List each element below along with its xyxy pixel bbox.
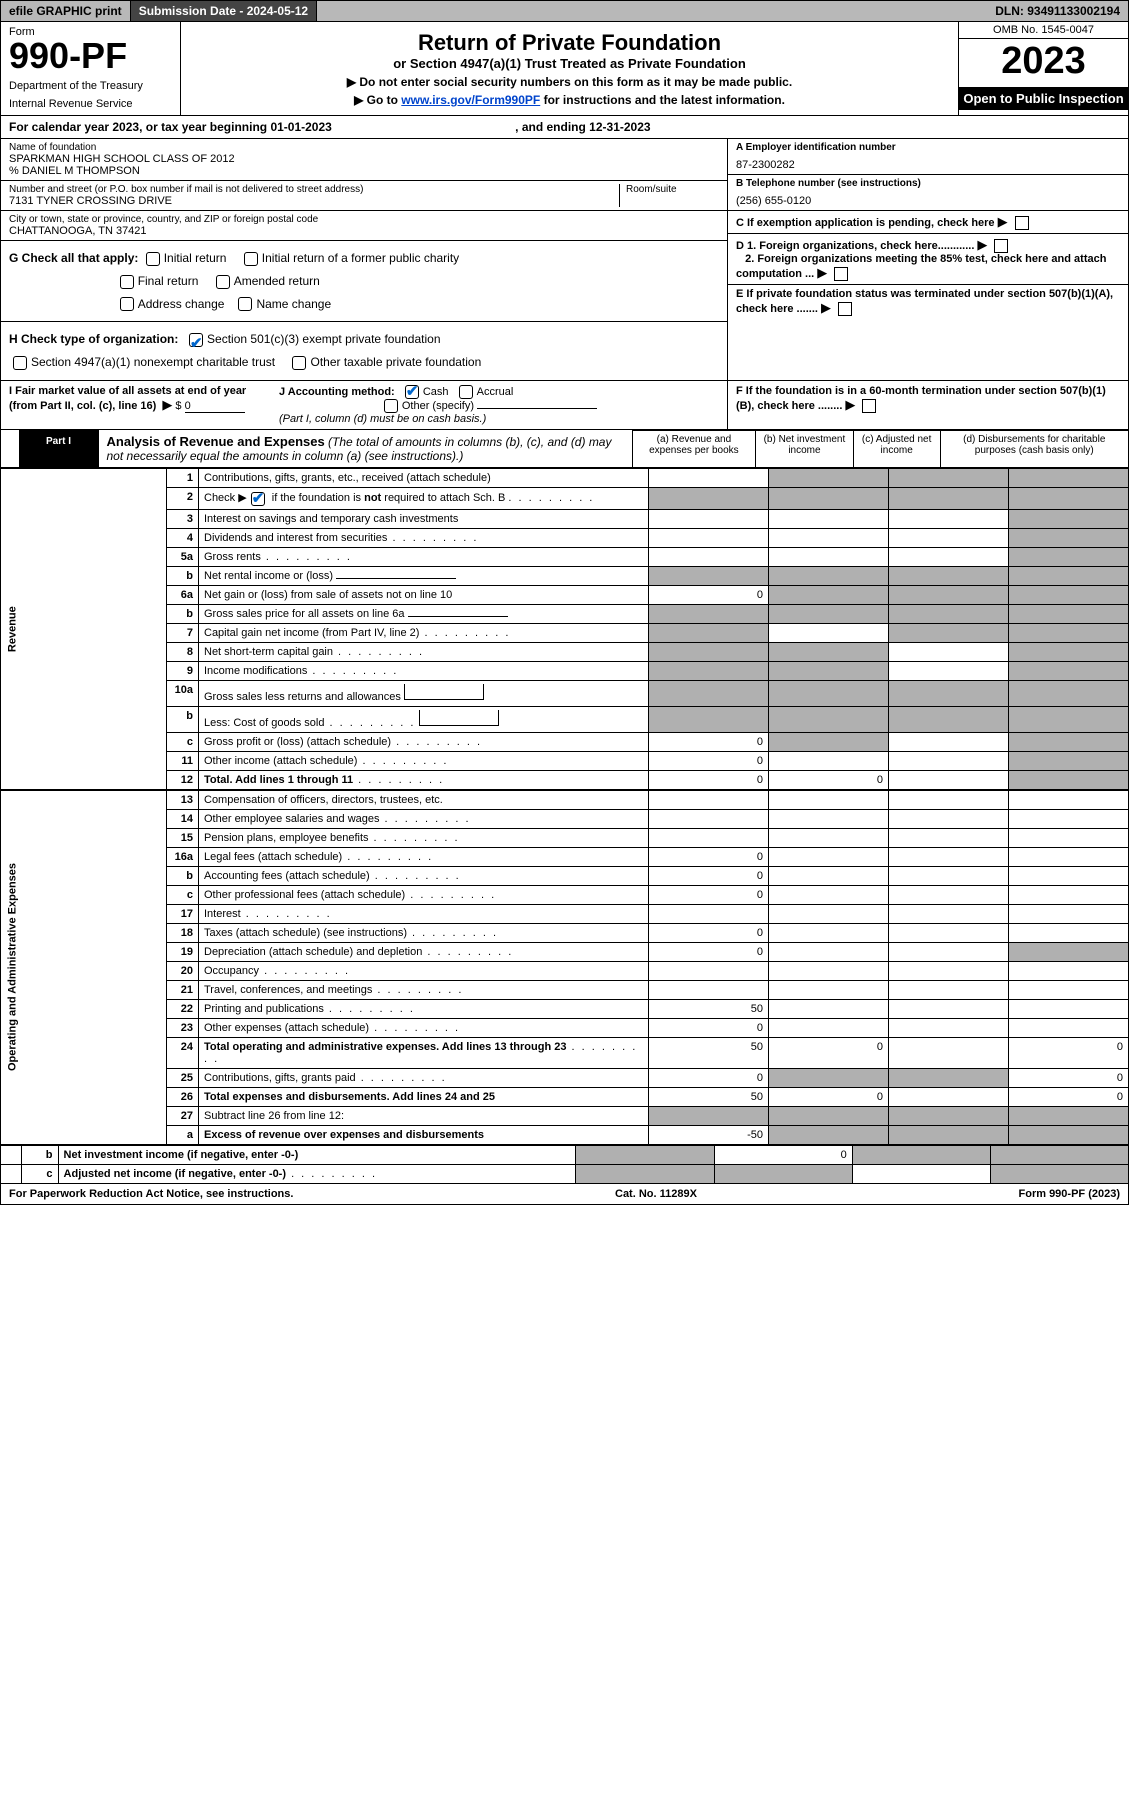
- j-note: (Part I, column (d) must be on cash basi…: [279, 413, 486, 425]
- name-label: Name of foundation: [9, 142, 719, 153]
- expense-table: Operating and Administrative Expenses 13…: [0, 790, 1129, 1145]
- footer: For Paperwork Reduction Act Notice, see …: [0, 1184, 1129, 1205]
- footer-center: Cat. No. 11289X: [615, 1188, 697, 1200]
- chk-final-return[interactable]: [120, 275, 134, 289]
- care-of: % DANIEL M THOMPSON: [9, 165, 719, 177]
- footer-right: Form 990-PF (2023): [1019, 1188, 1121, 1200]
- form-header: Form 990-PF Department of the Treasury I…: [0, 22, 1129, 116]
- form-title: Return of Private Foundation: [189, 30, 950, 56]
- section-c: C If exemption application is pending, c…: [728, 211, 1128, 234]
- chk-501c3[interactable]: [189, 333, 203, 347]
- city-state-zip: CHATTANOOGA, TN 37421: [9, 225, 719, 237]
- dln: DLN: 93491133002194: [317, 1, 1128, 21]
- open-to-public: Open to Public Inspection: [959, 87, 1128, 110]
- chk-cash[interactable]: [405, 385, 419, 399]
- instruction-1: ▶ Do not enter social security numbers o…: [189, 75, 950, 89]
- chk-initial-former[interactable]: [244, 252, 258, 266]
- chk-sch-b[interactable]: [251, 492, 265, 506]
- col-c-header: (c) Adjusted net income: [853, 430, 940, 468]
- chk-initial-return[interactable]: [146, 252, 160, 266]
- city-label: City or town, state or province, country…: [9, 214, 719, 225]
- chk-d1[interactable]: [994, 239, 1008, 253]
- chk-accrual[interactable]: [459, 385, 473, 399]
- addr-label: Number and street (or P.O. box number if…: [9, 184, 619, 195]
- tax-year: 2023: [959, 39, 1128, 85]
- dept-treasury: Department of the Treasury: [9, 80, 172, 92]
- omb-number: OMB No. 1545-0047: [959, 22, 1128, 39]
- foundation-name: SPARKMAN HIGH SCHOOL CLASS OF 2012: [9, 153, 719, 165]
- expense-label: Operating and Administrative Expenses: [1, 790, 167, 1144]
- section-g: G Check all that apply: Initial return I…: [1, 241, 727, 322]
- col-a-header: (a) Revenue and expenses per books: [632, 430, 755, 468]
- ein: 87-2300282: [736, 159, 1120, 171]
- fmv-value: 0: [185, 400, 245, 413]
- chk-amended[interactable]: [216, 275, 230, 289]
- chk-other-taxable[interactable]: [292, 356, 306, 370]
- irs-link[interactable]: www.irs.gov/Form990PF: [401, 93, 540, 107]
- form-number: 990-PF: [9, 38, 172, 74]
- room-label: Room/suite: [626, 184, 719, 195]
- top-bar: efile GRAPHIC print Submission Date - 20…: [0, 0, 1129, 22]
- phone-label: B Telephone number (see instructions): [736, 178, 921, 189]
- efile-print-button[interactable]: efile GRAPHIC print: [1, 1, 131, 21]
- col-b-header: (b) Net investment income: [756, 430, 854, 468]
- chk-d2[interactable]: [834, 267, 848, 281]
- chk-other-method[interactable]: [384, 399, 398, 413]
- line27bc: bNet investment income (if negative, ent…: [0, 1145, 1129, 1184]
- col-d-header: (d) Disbursements for charitable purpose…: [940, 430, 1128, 468]
- part1-title: Analysis of Revenue and Expenses: [107, 434, 325, 449]
- chk-f[interactable]: [862, 399, 876, 413]
- chk-c[interactable]: [1015, 216, 1029, 230]
- section-f: F If the foundation is in a 60-month ter…: [728, 381, 1128, 429]
- chk-4947[interactable]: [13, 356, 27, 370]
- instruction-2: ▶ Go to www.irs.gov/Form990PF for instru…: [189, 93, 950, 107]
- revenue-label: Revenue: [1, 469, 167, 789]
- revenue-table: Revenue 1Contributions, gifts, grants, e…: [0, 468, 1129, 789]
- section-j-label: J Accounting method:: [279, 386, 395, 398]
- section-e: E If private foundation status was termi…: [728, 285, 1128, 319]
- form-subtitle: or Section 4947(a)(1) Trust Treated as P…: [189, 56, 950, 71]
- footer-left: For Paperwork Reduction Act Notice, see …: [9, 1188, 293, 1200]
- part1-table: Part I Analysis of Revenue and Expenses …: [0, 430, 1129, 469]
- ein-label: A Employer identification number: [736, 142, 896, 153]
- irs-label: Internal Revenue Service: [9, 98, 172, 110]
- section-d: D 1. Foreign organizations, check here..…: [728, 234, 1128, 285]
- chk-name-change[interactable]: [238, 297, 252, 311]
- part1-tab: Part I: [19, 430, 99, 467]
- chk-e[interactable]: [838, 302, 852, 316]
- calendar-year-row: For calendar year 2023, or tax year begi…: [0, 116, 1129, 139]
- submission-date: Submission Date - 2024-05-12: [131, 1, 317, 21]
- street-address: 7131 TYNER CROSSING DRIVE: [9, 195, 619, 207]
- chk-address-change[interactable]: [120, 297, 134, 311]
- phone: (256) 655-0120: [736, 195, 1120, 207]
- section-h: H Check type of organization: Section 50…: [1, 322, 727, 380]
